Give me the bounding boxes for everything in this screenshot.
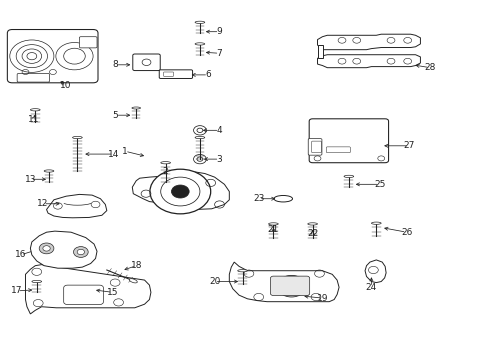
Ellipse shape (238, 270, 247, 272)
Polygon shape (47, 194, 107, 218)
Polygon shape (229, 262, 339, 302)
Circle shape (74, 247, 88, 257)
Text: 27: 27 (403, 141, 415, 150)
Polygon shape (365, 260, 386, 283)
Ellipse shape (161, 162, 171, 164)
Circle shape (161, 177, 200, 206)
Circle shape (284, 281, 299, 292)
Text: 10: 10 (60, 81, 72, 90)
Text: 7: 7 (217, 49, 222, 58)
Text: 22: 22 (307, 229, 318, 238)
FancyBboxPatch shape (309, 119, 389, 163)
Ellipse shape (195, 21, 205, 23)
Ellipse shape (308, 223, 318, 225)
Circle shape (277, 275, 306, 297)
Text: 19: 19 (317, 294, 328, 302)
Ellipse shape (371, 222, 381, 224)
Text: 21: 21 (268, 225, 279, 234)
Polygon shape (25, 265, 151, 314)
Text: 1: 1 (122, 147, 128, 156)
Circle shape (39, 243, 54, 254)
Ellipse shape (132, 107, 141, 109)
Text: 20: 20 (209, 277, 221, 286)
Text: 2: 2 (163, 166, 169, 175)
FancyBboxPatch shape (270, 276, 310, 296)
Ellipse shape (44, 170, 54, 172)
Circle shape (150, 169, 211, 214)
Polygon shape (318, 55, 420, 68)
Text: 15: 15 (107, 288, 119, 297)
Ellipse shape (30, 109, 40, 111)
Text: 3: 3 (217, 154, 222, 163)
Polygon shape (318, 34, 420, 50)
Text: 25: 25 (374, 180, 386, 189)
Text: 17: 17 (11, 287, 23, 295)
Polygon shape (30, 231, 97, 268)
Text: 28: 28 (424, 63, 436, 72)
Ellipse shape (32, 280, 42, 283)
Polygon shape (318, 45, 323, 58)
Text: 14: 14 (108, 150, 120, 158)
Text: 6: 6 (205, 71, 211, 79)
Polygon shape (132, 172, 229, 210)
Ellipse shape (195, 136, 205, 139)
Text: 9: 9 (217, 27, 222, 36)
FancyBboxPatch shape (17, 73, 49, 82)
Circle shape (172, 185, 189, 198)
Circle shape (43, 246, 50, 251)
Text: 23: 23 (253, 194, 265, 203)
FancyBboxPatch shape (79, 37, 97, 48)
FancyBboxPatch shape (7, 30, 98, 83)
Text: 8: 8 (113, 60, 119, 69)
FancyBboxPatch shape (159, 70, 193, 78)
Ellipse shape (129, 279, 137, 283)
Ellipse shape (73, 136, 82, 139)
Text: 26: 26 (401, 228, 413, 237)
FancyBboxPatch shape (133, 54, 160, 71)
Text: 11: 11 (27, 115, 39, 124)
Text: 16: 16 (15, 251, 26, 259)
FancyBboxPatch shape (308, 139, 322, 155)
Circle shape (77, 249, 84, 255)
Text: 13: 13 (24, 175, 36, 184)
Ellipse shape (269, 223, 278, 225)
Text: 5: 5 (113, 111, 119, 120)
Ellipse shape (195, 43, 205, 45)
Text: 24: 24 (366, 283, 377, 292)
Text: 12: 12 (37, 199, 49, 208)
Text: 4: 4 (217, 126, 222, 135)
Ellipse shape (344, 175, 354, 177)
Text: 18: 18 (130, 261, 142, 270)
